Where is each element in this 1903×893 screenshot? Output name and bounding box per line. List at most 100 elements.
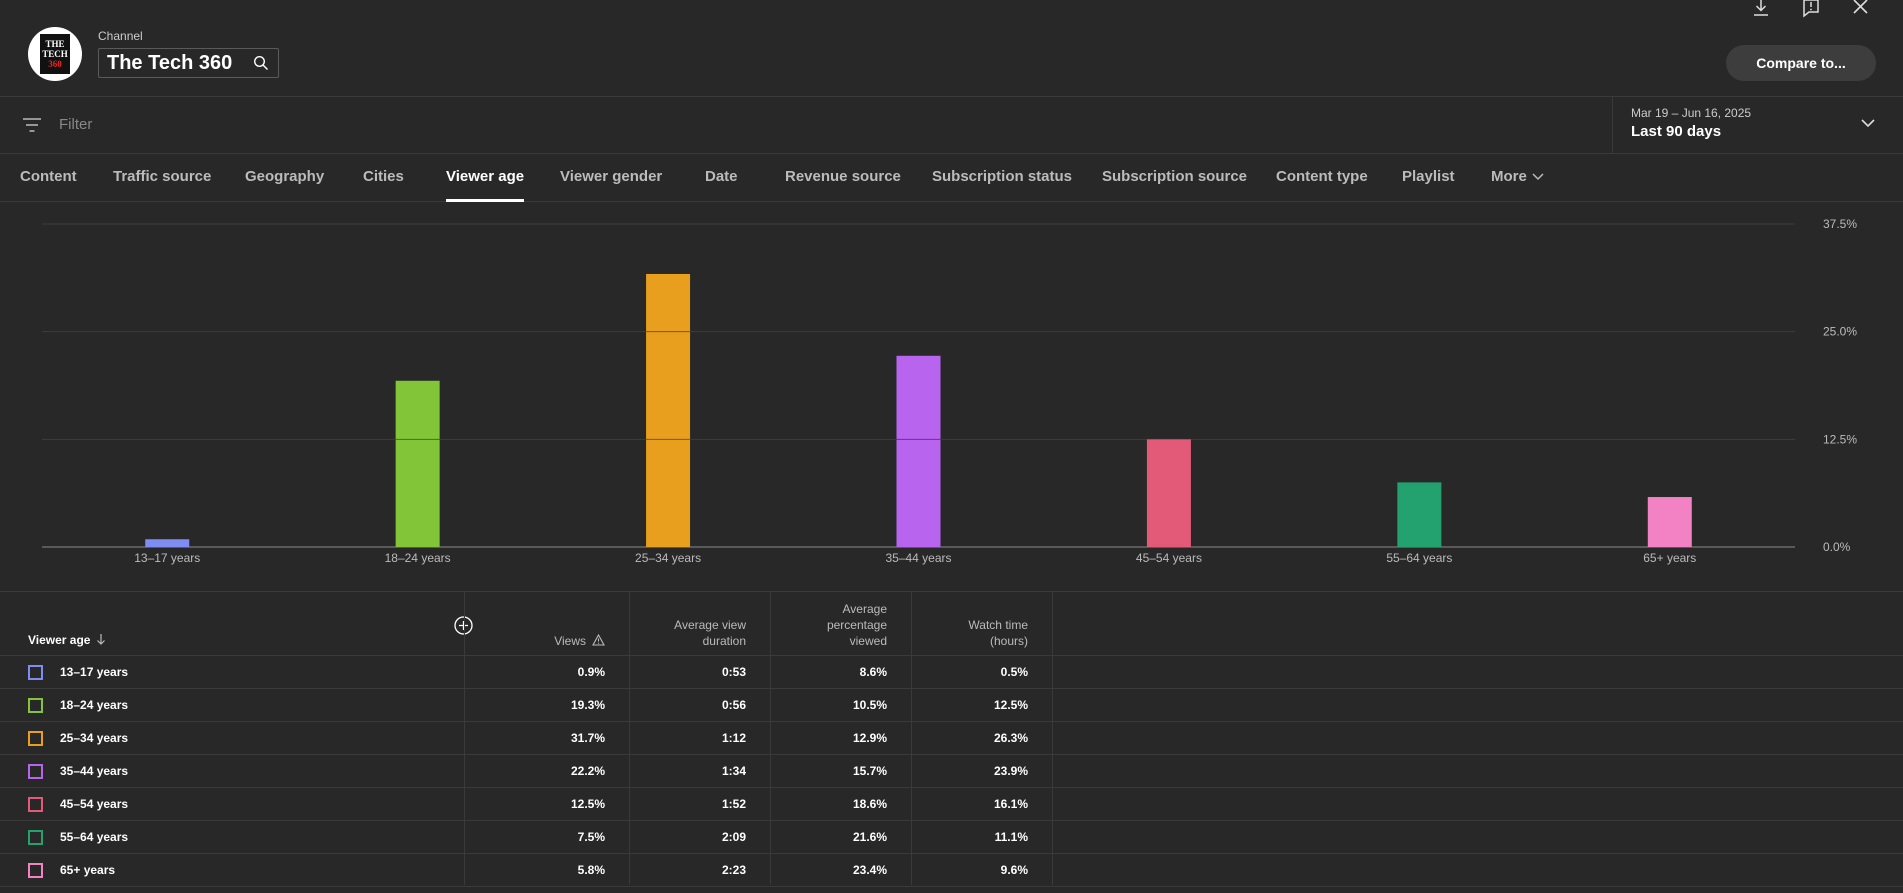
download-icon[interactable] [1751, 0, 1771, 18]
row-checkbox[interactable] [28, 797, 43, 812]
feedback-icon[interactable] [1801, 0, 1821, 18]
date-range-picker[interactable]: Mar 19 – Jun 16, 2025 Last 90 days [1612, 97, 1903, 154]
table-row[interactable]: 65+ years 5.8% 2:23 23.4% 9.6% [0, 854, 1903, 887]
bar[interactable] [395, 380, 440, 547]
x-tick-label: 65+ years [1643, 551, 1696, 565]
column-header-viewer-age[interactable]: Viewer age [28, 633, 106, 647]
row-checkbox[interactable] [28, 830, 43, 845]
tab-viewer-gender[interactable]: Viewer gender [560, 168, 663, 185]
table-header-row: Viewer age Views Average view duration A… [0, 592, 1903, 656]
column-divider [464, 592, 465, 885]
cell-wt: 12.5% [993, 698, 1028, 712]
column-divider [629, 592, 630, 885]
channel-label: Channel [98, 29, 143, 43]
bar[interactable] [145, 539, 190, 547]
row-checkbox[interactable] [28, 764, 43, 779]
x-tick-label: 13–17 years [134, 551, 200, 565]
row-label: 45–54 years [60, 797, 129, 811]
cell-views: 31.7% [570, 731, 605, 745]
x-tick-label: 35–44 years [885, 551, 951, 565]
tab-content-type[interactable]: Content type [1276, 168, 1368, 185]
channel-picker[interactable]: The Tech 360 [98, 48, 279, 78]
cell-views: 5.8% [577, 863, 605, 877]
channel-avatar[interactable]: THE TECH 360 [28, 27, 82, 81]
tab-cities[interactable]: Cities [363, 168, 404, 185]
cell-apv: 18.6% [852, 797, 887, 811]
bar[interactable] [1397, 482, 1442, 547]
filter-icon[interactable] [22, 117, 42, 133]
column-header-label: Views [554, 634, 586, 648]
row-label: 25–34 years [60, 731, 129, 745]
warning-icon [592, 634, 605, 646]
table-row[interactable]: 45–54 years 12.5% 1:52 18.6% 16.1% [0, 788, 1903, 821]
x-tick-label: 18–24 years [385, 551, 451, 565]
tab-date[interactable]: Date [705, 168, 738, 185]
logo-line-2: TECH [42, 49, 68, 59]
viewer-age-table: Viewer age Views Average view duration A… [0, 592, 1903, 893]
cell-wt: 23.9% [993, 764, 1028, 778]
tab-geography[interactable]: Geography [245, 168, 325, 185]
tab-more[interactable]: More [1491, 168, 1544, 202]
x-tick-label: 55–64 years [1386, 551, 1452, 565]
chevron-down-icon [1532, 173, 1544, 181]
tab-subscription-status[interactable]: Subscription status [932, 168, 1073, 185]
close-icon[interactable] [1851, 0, 1871, 18]
column-header-avg-pct-viewed[interactable]: Average percentage viewed [827, 601, 887, 649]
search-icon[interactable] [253, 55, 269, 71]
table-row[interactable]: 35–44 years 22.2% 1:34 15.7% 23.9% [0, 755, 1903, 788]
tab-subscription-source[interactable]: Subscription source [1102, 168, 1248, 185]
compare-button[interactable]: Compare to... [1726, 45, 1876, 81]
tab-viewer-age[interactable]: Viewer age [446, 168, 525, 202]
filter-bar: Filter Mar 19 – Jun 16, 2025 Last 90 day… [0, 97, 1903, 154]
tab-traffic-source[interactable]: Traffic source [113, 168, 212, 185]
cell-views: 22.2% [570, 764, 605, 778]
channel-name: The Tech 360 [107, 51, 233, 74]
row-checkbox[interactable] [28, 698, 43, 713]
cell-views: 7.5% [577, 830, 605, 844]
bar[interactable] [1647, 497, 1692, 547]
cell-apv: 21.6% [852, 830, 887, 844]
table-row[interactable]: 18–24 years 19.3% 0:56 10.5% 12.5% [0, 689, 1903, 722]
column-header-line: (hours) [989, 634, 1028, 648]
cell-wt: 0.5% [1000, 665, 1028, 679]
bar[interactable] [896, 355, 941, 547]
cell-wt: 9.6% [1000, 863, 1028, 877]
row-checkbox[interactable] [28, 665, 43, 680]
add-metric-icon[interactable] [454, 616, 473, 635]
top-icon-group [1751, 0, 1871, 18]
y-tick-label: 25.0% [1823, 325, 1857, 339]
date-range-text: Mar 19 – Jun 16, 2025 [1631, 106, 1752, 120]
column-header-line: percentage [826, 618, 887, 632]
cell-apv: 10.5% [852, 698, 887, 712]
top-bar: THE TECH 360 Channel The Tech 360 Compar… [0, 0, 1903, 97]
column-header-line: Average [842, 602, 887, 616]
column-header-avg-view-duration[interactable]: Average view duration [674, 617, 746, 649]
tab-playlist[interactable]: Playlist [1402, 168, 1455, 185]
column-header-views[interactable]: Views [554, 633, 605, 649]
x-tick-label: 25–34 years [635, 551, 701, 565]
table-row[interactable]: 25–34 years 31.7% 1:12 12.9% 26.3% [0, 722, 1903, 755]
cell-apv: 15.7% [852, 764, 887, 778]
bar[interactable] [646, 273, 691, 547]
cell-wt: 26.3% [993, 731, 1028, 745]
row-checkbox[interactable] [28, 731, 43, 746]
tab-revenue-source[interactable]: Revenue source [785, 168, 901, 185]
cell-apv: 12.9% [852, 731, 887, 745]
row-checkbox[interactable] [28, 863, 43, 878]
cell-avd: 1:12 [721, 731, 746, 745]
column-header-line: duration [702, 634, 746, 648]
column-header-watch-time[interactable]: Watch time (hours) [968, 617, 1028, 649]
date-range-label: Last 90 days [1631, 123, 1722, 140]
filter-input[interactable]: Filter [59, 116, 93, 133]
row-label: 35–44 years [60, 764, 129, 778]
cell-views: 0.9% [577, 665, 605, 679]
table-row[interactable]: 13–17 years 0.9% 0:53 8.6% 0.5% [0, 656, 1903, 689]
y-tick-label: 37.5% [1823, 217, 1857, 231]
viewer-age-chart: 0.0% 12.5% 25.0% 37.5% 13–17 years 18–24 year… [0, 202, 1903, 592]
cell-avd: 1:52 [721, 797, 746, 811]
tab-content[interactable]: Content [20, 168, 77, 185]
bar[interactable] [1146, 439, 1191, 547]
y-tick-label: 0.0% [1823, 540, 1851, 554]
table-row[interactable]: 55–64 years 7.5% 2:09 21.6% 11.1% [0, 821, 1903, 854]
cell-avd: 0:56 [721, 698, 746, 712]
